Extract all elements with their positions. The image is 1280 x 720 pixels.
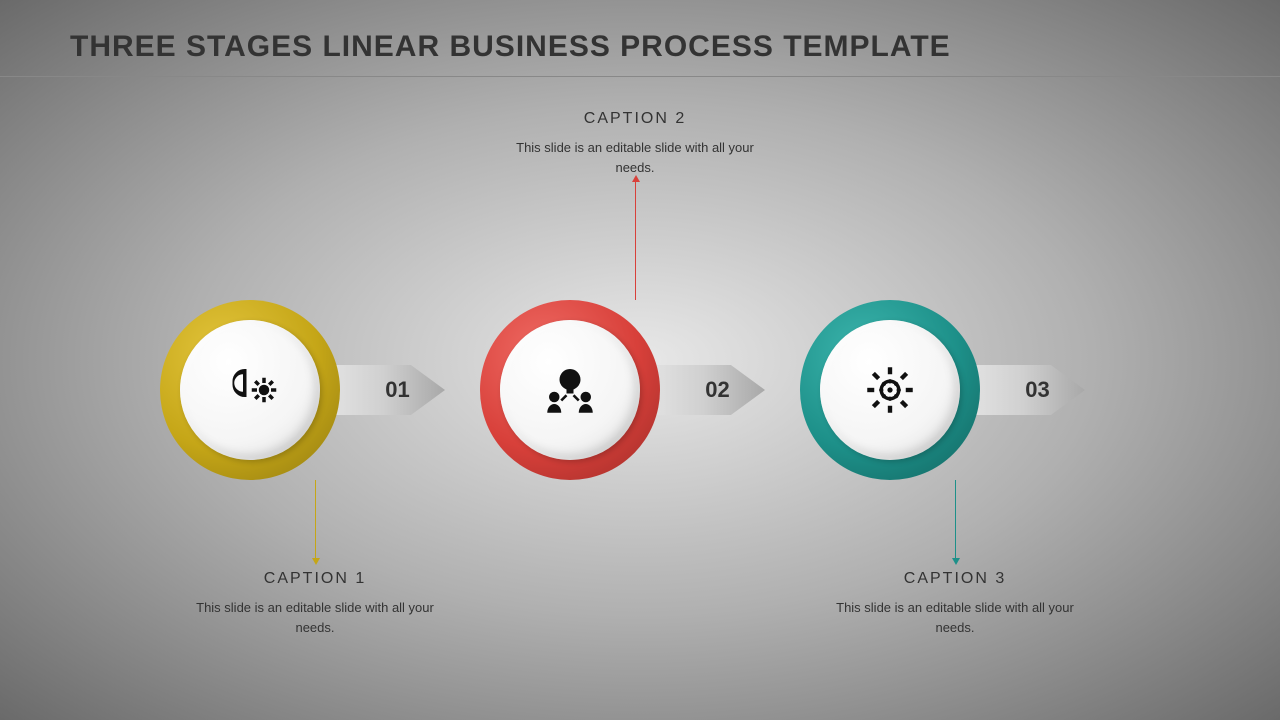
ring-1	[160, 300, 340, 480]
caption-desc-2: This slide is an editable slide with all…	[515, 138, 755, 177]
leader-arrow-3	[952, 558, 960, 565]
stage-2: 02	[480, 300, 800, 480]
caption-desc-3: This slide is an editable slide with all…	[835, 598, 1075, 637]
caption-block-2: CAPTION 2 This slide is an editable slid…	[515, 110, 755, 177]
ring-inner-1	[180, 320, 320, 460]
caption-title-2: CAPTION 2	[515, 110, 755, 128]
ring-inner-3	[820, 320, 960, 460]
title-underline	[0, 76, 1280, 77]
leader-line-3	[955, 480, 956, 560]
stage-1: 01	[160, 300, 480, 480]
leader-arrow-1	[312, 558, 320, 565]
leader-line-1	[315, 480, 316, 560]
stage-number-1: 01	[385, 377, 409, 403]
caption-title-1: CAPTION 1	[195, 570, 435, 588]
stage-3: 03	[800, 300, 1120, 480]
gear-atom-icon	[862, 362, 918, 418]
page-title: THREE STAGES LINEAR BUSINESS PROCESS TEM…	[70, 30, 951, 64]
stage-number-3: 03	[1025, 377, 1049, 403]
gear-brain-icon	[222, 362, 278, 418]
leader-line-2	[635, 180, 636, 300]
caption-desc-1: This slide is an editable slide with all…	[195, 598, 435, 637]
ring-3	[800, 300, 980, 480]
caption-title-3: CAPTION 3	[835, 570, 1075, 588]
ring-2	[480, 300, 660, 480]
caption-block-1: CAPTION 1 This slide is an editable slid…	[195, 570, 435, 637]
ring-inner-2	[500, 320, 640, 460]
team-idea-icon	[542, 362, 598, 418]
stage-row: 01	[0, 300, 1280, 480]
caption-block-3: CAPTION 3 This slide is an editable slid…	[835, 570, 1075, 637]
leader-arrow-2	[632, 175, 640, 182]
stage-number-2: 02	[705, 377, 729, 403]
